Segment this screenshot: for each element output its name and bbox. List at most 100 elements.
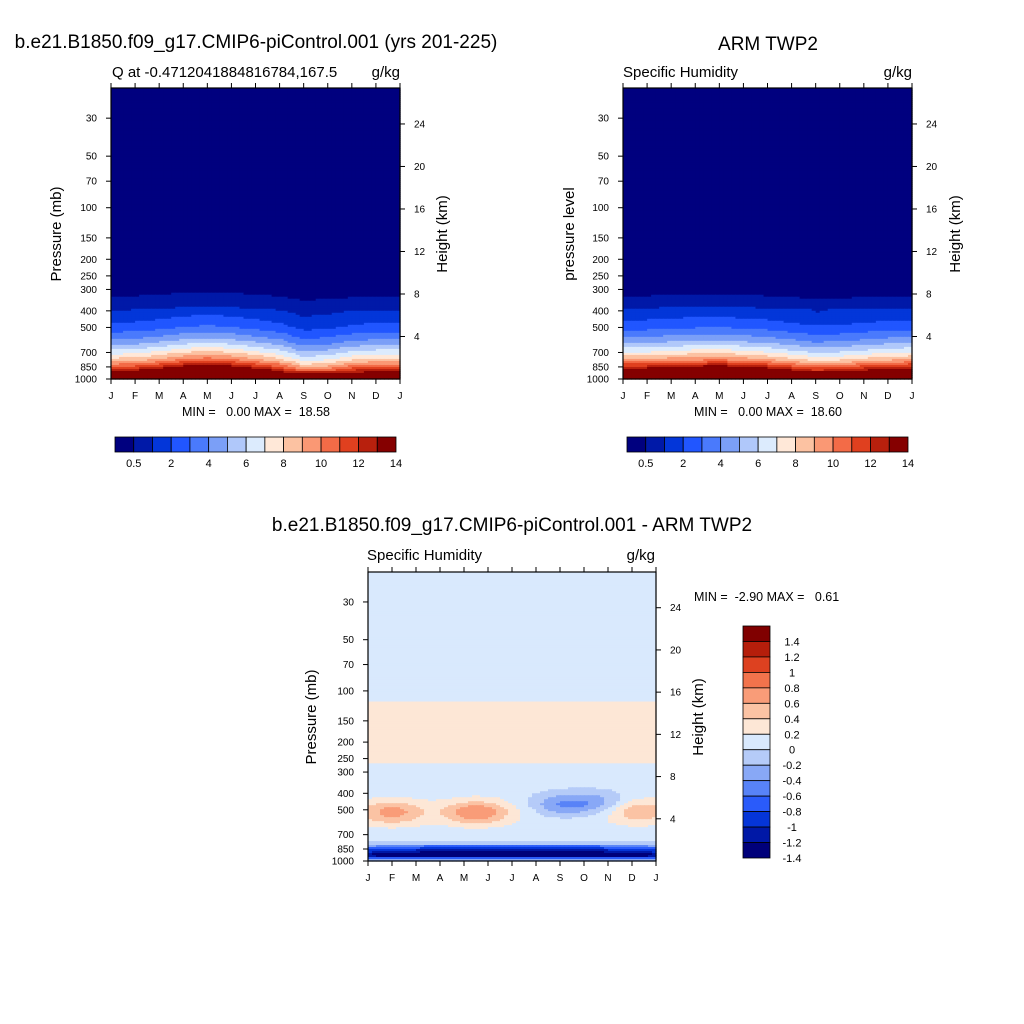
contour-cell: [367, 126, 373, 129]
contour-cell: [207, 172, 212, 175]
contour-cell: [171, 138, 176, 141]
contour-cell: [203, 132, 208, 135]
contour-cell: [115, 106, 120, 109]
contour-cell: [127, 104, 132, 107]
contour-cell: [331, 112, 337, 115]
contour-cell: [379, 126, 385, 129]
contour-cell: [123, 102, 128, 105]
contour-cell: [187, 118, 192, 121]
contour-cell: [395, 88, 401, 91]
contour-cell: [119, 158, 124, 161]
contour-cell: [395, 108, 401, 111]
contour-cell: [127, 154, 132, 157]
contour-cell: [111, 114, 116, 117]
contour-cell: [167, 136, 172, 139]
contour-cell: [223, 100, 228, 103]
contour-cell: [283, 140, 289, 143]
contour-cell: [275, 166, 281, 169]
contour-cell: [263, 94, 269, 97]
contour-cell: [267, 142, 273, 145]
contour-cell: [247, 148, 253, 151]
contour-cell: [183, 142, 188, 145]
contour-cell: [375, 108, 381, 111]
contour-cell: [231, 132, 237, 135]
contour-cell: [131, 126, 136, 129]
contour-cell: [379, 150, 385, 153]
contour-cell: [131, 138, 136, 141]
contour-cell: [175, 92, 180, 95]
contour-cell: [195, 118, 200, 121]
contour-cell: [287, 138, 293, 141]
contour-cell: [219, 100, 224, 103]
contour-cell: [115, 110, 120, 113]
contour-cell: [303, 170, 309, 173]
contour-cell: [235, 138, 241, 141]
contour-cell: [287, 152, 293, 155]
contour-cell: [163, 98, 168, 101]
contour-cell: [363, 112, 369, 115]
contour-cell: [195, 102, 200, 105]
contour-cell: [259, 170, 265, 173]
contour-cell: [267, 136, 273, 139]
contour-cell: [131, 152, 136, 155]
contour-cell: [127, 156, 132, 159]
contour-cell: [167, 172, 172, 175]
contour-cell: [339, 158, 345, 161]
contour-cell: [375, 166, 381, 169]
contour-cell: [351, 92, 357, 95]
contour-cell: [119, 100, 124, 103]
contour-cell: [207, 118, 212, 121]
contour-cell: [131, 94, 136, 97]
contour-cell: [187, 136, 192, 139]
contour-cell: [191, 156, 196, 159]
contour-cell: [343, 108, 349, 111]
contour-cell: [171, 164, 176, 167]
contour-cell: [287, 136, 293, 139]
contour-cell: [115, 100, 120, 103]
contour-cell: [319, 140, 325, 143]
contour-cell: [255, 122, 261, 125]
contour-cell: [259, 100, 265, 103]
contour-cell: [135, 148, 140, 151]
contour-cell: [331, 158, 337, 161]
contour-cell: [131, 100, 136, 103]
contour-cell: [307, 106, 313, 109]
contour-cell: [207, 120, 212, 123]
contour-cell: [167, 124, 172, 127]
contour-cell: [291, 100, 297, 103]
contour-cell: [115, 90, 120, 93]
contour-cell: [127, 124, 132, 127]
contour-cell: [355, 150, 361, 153]
contour-cell: [275, 158, 281, 161]
contour-cell: [207, 132, 212, 135]
contour-cell: [227, 146, 233, 149]
contour-cell: [151, 136, 156, 139]
contour-cell: [375, 146, 381, 149]
contour-cell: [235, 124, 241, 127]
contour-cell: [375, 140, 381, 143]
contour-cell: [279, 160, 285, 163]
contour-cell: [231, 126, 237, 129]
contour-cell: [115, 172, 120, 175]
contour-cell: [315, 124, 321, 127]
contour-cell: [291, 164, 297, 167]
contour-cell: [243, 90, 249, 93]
contour-cell: [379, 152, 385, 155]
contour-cell: [379, 170, 385, 173]
contour-cell: [295, 92, 301, 95]
contour-cell: [319, 118, 325, 121]
contour-cell: [243, 106, 249, 109]
contour-cell: [323, 158, 329, 161]
contour-cell: [139, 114, 144, 117]
contour-cell: [283, 156, 289, 159]
contour-cell: [383, 134, 389, 137]
contour-cell: [151, 126, 156, 129]
contour-cell: [223, 98, 228, 101]
contour-cell: [323, 144, 329, 147]
contour-cell: [395, 106, 401, 109]
contour-cell: [251, 166, 257, 169]
contour-cell: [251, 164, 257, 167]
contour-cell: [267, 90, 273, 93]
contour-cell: [111, 92, 116, 95]
contour-cell: [203, 114, 208, 117]
